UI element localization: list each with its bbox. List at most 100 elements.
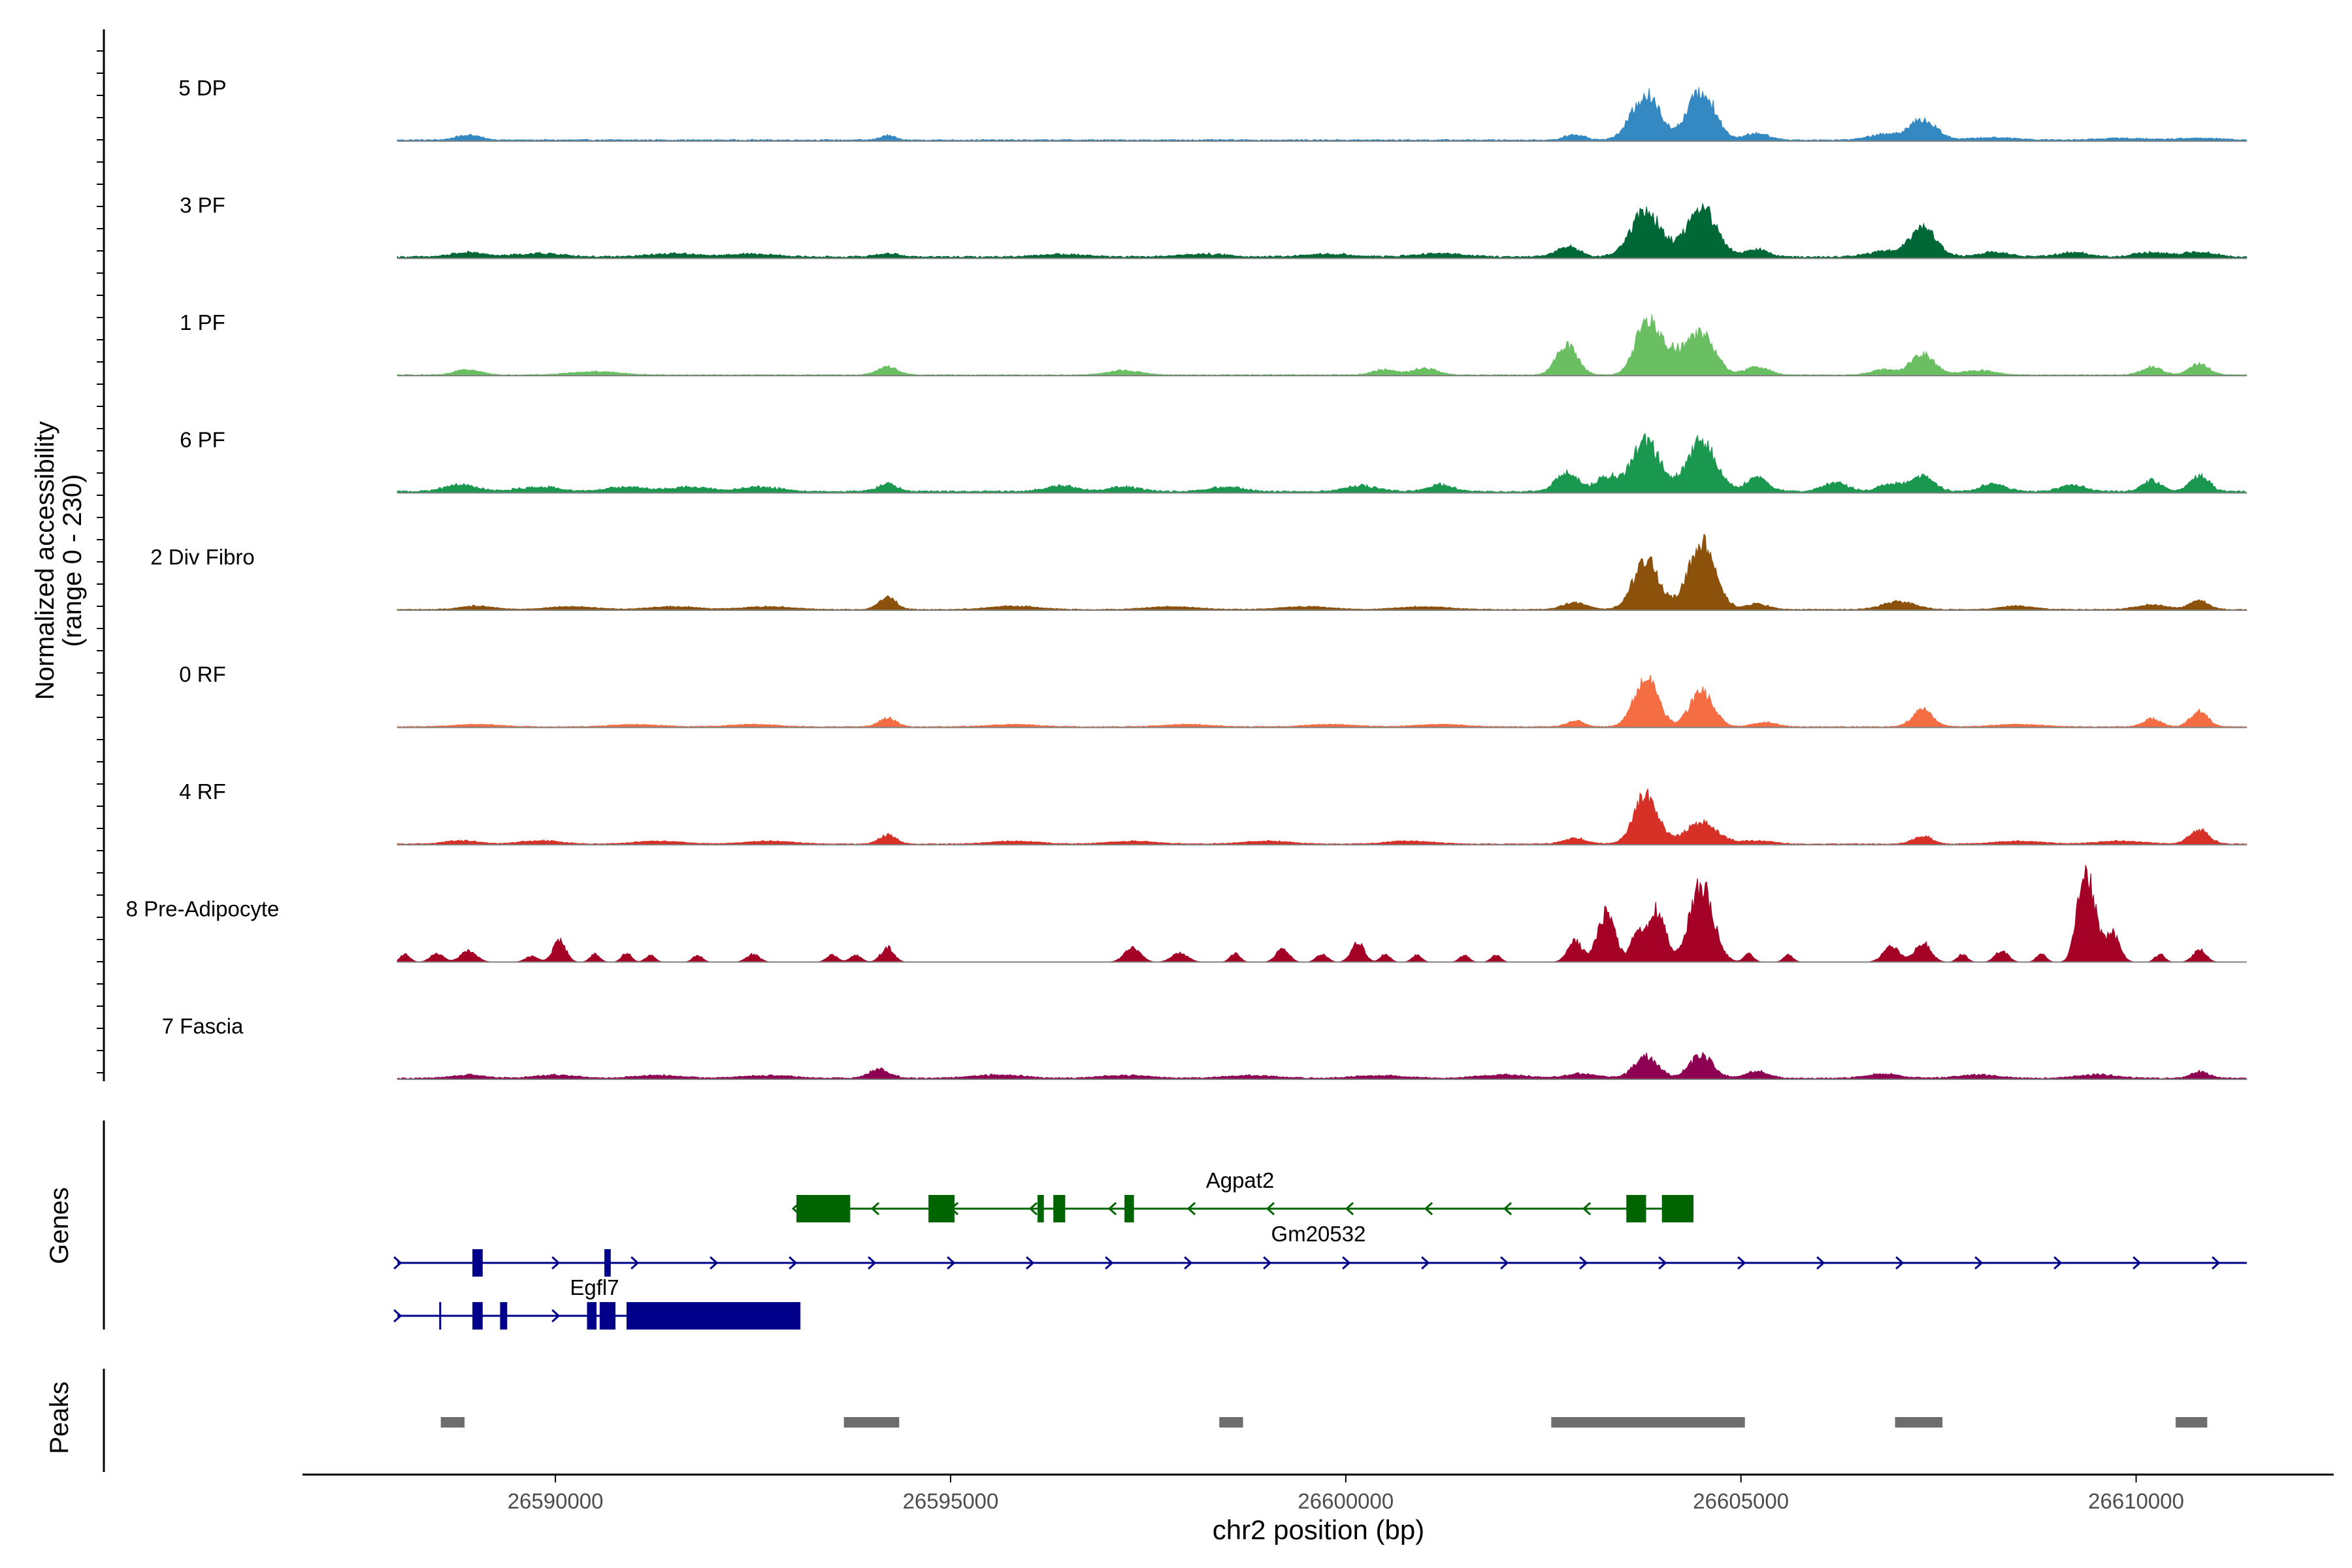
axes: Normalized accessibility (range 0 - 230)… bbox=[31, 29, 2334, 1545]
exon bbox=[500, 1302, 508, 1330]
peak-region bbox=[1895, 1417, 1943, 1428]
exon bbox=[928, 1195, 955, 1222]
strand-arrow bbox=[1737, 1256, 1746, 1270]
strand-arrow bbox=[1500, 1256, 1509, 1270]
strand-arrow bbox=[1107, 1201, 1117, 1216]
strand-arrow bbox=[789, 1256, 798, 1270]
strand-arrow bbox=[1816, 1256, 1825, 1270]
exon bbox=[599, 1302, 616, 1330]
strand-arrow bbox=[868, 1256, 877, 1270]
strand-arrow bbox=[551, 1309, 561, 1323]
strand-arrow bbox=[947, 1256, 956, 1270]
exon bbox=[604, 1249, 611, 1277]
exon bbox=[796, 1195, 851, 1222]
coverage-area bbox=[397, 87, 2247, 142]
strand-arrow bbox=[1342, 1256, 1351, 1270]
y-axis-range-label: (range 0 - 230) bbox=[58, 474, 87, 647]
x-tick-label: 26590000 bbox=[508, 1489, 604, 1513]
track-label: 6 PF bbox=[180, 428, 225, 452]
track-7: 4 RF bbox=[179, 779, 2247, 845]
strand-arrow bbox=[710, 1256, 719, 1270]
x-tick-label: 26610000 bbox=[2088, 1489, 2184, 1513]
track-label: 7 Fascia bbox=[162, 1014, 244, 1038]
track-3: 1 PF bbox=[180, 310, 2247, 376]
track-label: 0 RF bbox=[179, 662, 226, 687]
strand-arrow bbox=[1184, 1256, 1193, 1270]
gene-gm20532: Gm20532 bbox=[393, 1222, 2247, 1277]
exon bbox=[1661, 1195, 1694, 1222]
x-axis-label: chr2 position (bp) bbox=[1213, 1514, 1425, 1545]
peak-region bbox=[843, 1417, 900, 1428]
track-5: 2 Div Fibro bbox=[150, 533, 2248, 611]
coverage-area bbox=[397, 314, 2247, 376]
strand-arrow bbox=[1266, 1201, 1275, 1216]
strand-arrow bbox=[1424, 1201, 1433, 1216]
track-label: 8 Pre-Adipocyte bbox=[126, 897, 280, 921]
track-9: 7 Fascia bbox=[162, 1014, 2247, 1080]
strand-arrow bbox=[1895, 1256, 1904, 1270]
x-tick-label: 26605000 bbox=[1693, 1489, 1789, 1513]
gene-label: Egfl7 bbox=[570, 1275, 619, 1299]
strand-arrow bbox=[2132, 1256, 2142, 1270]
gene-label: Gm20532 bbox=[1271, 1222, 1366, 1246]
gene-label: Agpat2 bbox=[1206, 1168, 1275, 1192]
peaks-panel bbox=[440, 1417, 2208, 1428]
strand-arrow bbox=[1658, 1256, 1667, 1270]
strand-arrow bbox=[1186, 1201, 1196, 1216]
exon bbox=[626, 1302, 801, 1330]
peaks-panel-label: Peaks bbox=[45, 1381, 74, 1454]
coverage-area bbox=[397, 674, 2247, 728]
strand-arrow bbox=[393, 1256, 402, 1270]
track-label: 4 RF bbox=[179, 779, 226, 804]
strand-arrow bbox=[2053, 1256, 2063, 1270]
track-8: 8 Pre-Adipocyte bbox=[126, 864, 2247, 963]
x-tick-label: 26600000 bbox=[1298, 1489, 1394, 1513]
exon bbox=[1124, 1195, 1134, 1222]
y-axis-label: Normalized accessibility bbox=[31, 421, 59, 700]
strand-arrow bbox=[1026, 1256, 1035, 1270]
peak-region bbox=[1551, 1417, 1745, 1428]
peak-region bbox=[440, 1417, 465, 1428]
exon bbox=[587, 1302, 597, 1330]
exon bbox=[472, 1302, 483, 1330]
strand-arrow bbox=[870, 1201, 880, 1216]
coverage-tracks: 5 DP 3 PF 1 PF 6 PF 2 Div Fibro 0 RF 4 RF 8 Pre… bbox=[126, 76, 2248, 1080]
track-1: 5 DP bbox=[178, 76, 2247, 142]
coverage-area bbox=[397, 203, 2247, 259]
genes-panel-label: Genes bbox=[45, 1187, 74, 1264]
track-4: 6 PF bbox=[180, 428, 2247, 494]
coverage-area bbox=[397, 533, 2248, 611]
exon bbox=[472, 1249, 483, 1277]
x-tick-label: 26595000 bbox=[903, 1489, 999, 1513]
strand-arrow bbox=[1974, 1256, 1984, 1270]
gene-annotation-panel: Agpat2 Gm20532 Egfl7 bbox=[393, 1168, 2247, 1330]
peak-region bbox=[2176, 1417, 2208, 1428]
track-label: 3 PF bbox=[180, 193, 225, 218]
exon bbox=[439, 1302, 442, 1330]
track-label: 5 DP bbox=[178, 76, 226, 100]
track-6: 0 RF bbox=[179, 662, 2247, 728]
peak-region bbox=[1219, 1417, 1243, 1428]
strand-arrow bbox=[630, 1256, 640, 1270]
strand-arrow bbox=[1345, 1201, 1354, 1216]
gene-egfl7: Egfl7 bbox=[393, 1275, 801, 1330]
strand-arrow bbox=[2212, 1256, 2221, 1270]
exon bbox=[1626, 1195, 1646, 1222]
strand-arrow bbox=[551, 1256, 561, 1270]
track-label: 1 PF bbox=[180, 310, 225, 335]
track-label: 2 Div Fibro bbox=[150, 545, 255, 569]
strand-arrow bbox=[1028, 1201, 1038, 1216]
strand-arrow bbox=[1503, 1201, 1512, 1216]
strand-arrow bbox=[1582, 1201, 1592, 1216]
track-2: 3 PF bbox=[180, 193, 2247, 259]
coverage-area bbox=[397, 1051, 2247, 1080]
strand-arrow bbox=[1105, 1256, 1114, 1270]
exon bbox=[1053, 1195, 1066, 1222]
strand-arrow bbox=[393, 1309, 402, 1323]
coverage-area bbox=[397, 433, 2247, 493]
exon bbox=[1037, 1195, 1044, 1222]
coverage-area bbox=[397, 788, 2247, 845]
strand-arrow bbox=[1579, 1256, 1588, 1270]
coverage-area bbox=[397, 864, 2247, 962]
